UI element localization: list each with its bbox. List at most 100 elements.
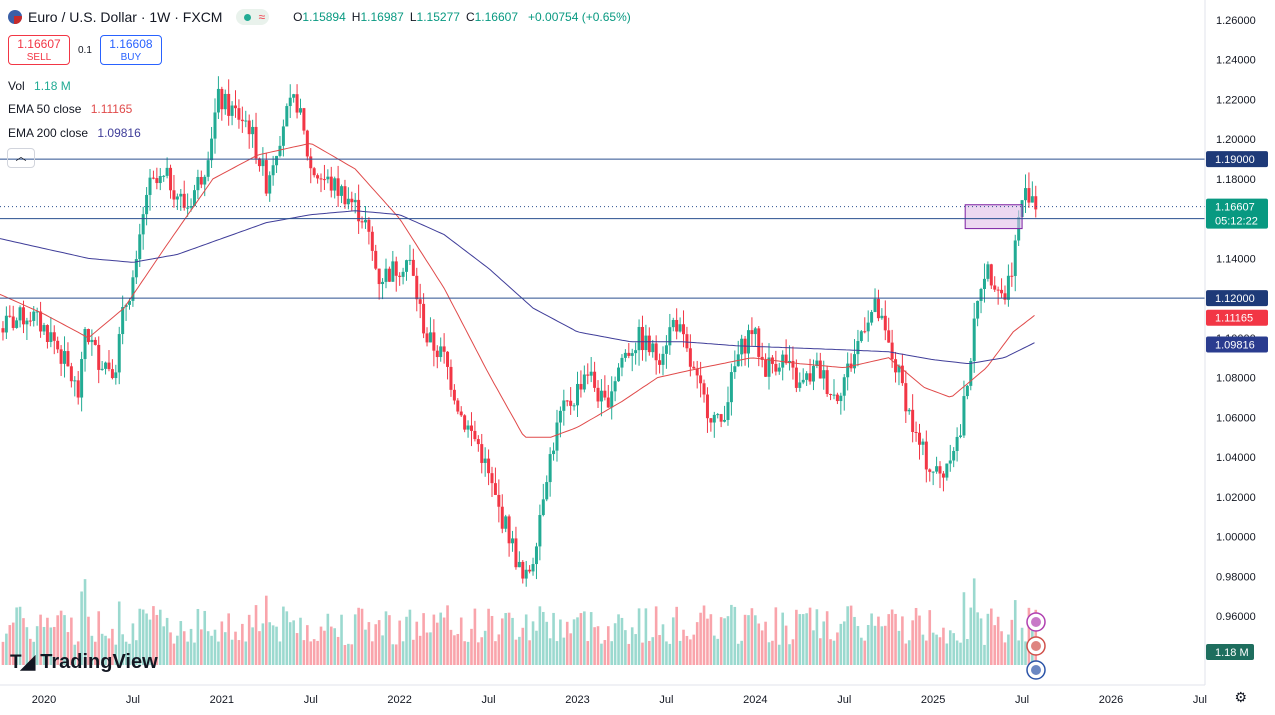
candle-body: [576, 383, 579, 406]
volume-bar: [740, 640, 743, 665]
candle-body: [900, 365, 904, 384]
spread-value: 0.1: [78, 44, 92, 56]
volume-bar: [555, 641, 559, 665]
volume-bar: [846, 606, 849, 665]
candle-body: [435, 350, 439, 358]
volume-bar: [911, 620, 914, 665]
market-status-pill[interactable]: ≈: [236, 9, 270, 25]
volume-bar: [962, 592, 966, 665]
volume-bar: [552, 612, 555, 665]
price-axis[interactable]: [1205, 0, 1275, 715]
volume-bar: [377, 620, 381, 665]
candle-body: [760, 356, 764, 360]
candle-body: [117, 334, 121, 373]
volume-bar: [661, 624, 665, 665]
candle-body: [938, 466, 942, 474]
candle-body: [162, 175, 166, 177]
candle-body: [637, 326, 641, 351]
time-tick-label: 2022: [387, 694, 411, 706]
volume-bar: [227, 613, 230, 665]
chart-header: Euro / U.S. Dollar · 1W · FXCM ≈ O 1.1589…: [8, 9, 631, 25]
candle-body: [784, 354, 788, 364]
candle-body: [432, 332, 436, 351]
volume-bar: [326, 613, 330, 665]
candle-body: [442, 346, 446, 352]
volume-bar: [333, 628, 336, 665]
candle-body: [986, 264, 990, 279]
wave-icon: ≈: [258, 10, 266, 24]
candle-body: [360, 221, 364, 223]
volume-bar: [620, 617, 624, 665]
candle-body: [538, 515, 542, 547]
candle-body: [603, 390, 607, 398]
volume-bar: [360, 608, 364, 665]
indicator-volume[interactable]: Vol 1.18 M: [8, 79, 71, 93]
indicator-ema200[interactable]: EMA 200 close 1.09816: [8, 126, 141, 140]
volume-label: 1.18 M: [1215, 647, 1249, 659]
sell-button[interactable]: 1.16607 SELL: [8, 35, 70, 65]
volume-bar: [668, 643, 672, 665]
candle-body: [422, 303, 426, 334]
candle-body: [911, 409, 915, 432]
ema200-value: 1.09816: [97, 126, 141, 140]
resistance-zone-box[interactable]: [964, 204, 1023, 230]
volume-bar: [699, 612, 702, 665]
ohlc-value: +0.00754 (+0.65%): [528, 10, 631, 24]
candle-body: [309, 156, 313, 169]
symbol-title[interactable]: Euro / U.S. Dollar · 1W · FXCM: [28, 9, 223, 25]
volume-bar: [801, 614, 805, 665]
volume-bar: [435, 622, 439, 665]
candle-body: [285, 106, 289, 127]
candle-body: [134, 259, 138, 278]
volume-bar: [282, 606, 285, 665]
candle-body: [859, 331, 863, 342]
candle-body: [110, 369, 114, 379]
candle-body: [613, 381, 617, 392]
candle-body: [753, 328, 757, 335]
candle-body: [993, 285, 997, 290]
candle-body: [456, 400, 460, 412]
candle-body: [678, 324, 682, 332]
volume-bar: [842, 621, 846, 665]
candle-body: [15, 320, 19, 328]
price-label-box: [1206, 336, 1268, 353]
candle-body: [825, 370, 829, 395]
volume-bar: [316, 640, 319, 665]
candle-body: [791, 360, 795, 368]
volume-bar: [230, 639, 234, 665]
price-label: 1.09816: [1215, 340, 1255, 352]
volume-bar: [39, 614, 42, 665]
volume-bar: [371, 641, 374, 665]
volume-bar: [107, 638, 111, 665]
candle-body: [254, 126, 258, 159]
candle-body: [227, 93, 231, 116]
indicator-ema50[interactable]: EMA 50 close 1.11165: [8, 102, 132, 116]
candle-body: [928, 469, 932, 472]
candle-body: [340, 186, 344, 196]
tradingview-logo[interactable]: T◢ TradingView: [10, 651, 158, 674]
volume-bar: [104, 635, 107, 665]
candle-body: [548, 454, 552, 483]
volume-bar: [391, 644, 395, 665]
candle-body: [42, 325, 46, 332]
price-tick-label: 1.00000: [1216, 532, 1256, 544]
gear-icon[interactable]: ⚙: [1234, 689, 1247, 705]
volume-bar: [42, 626, 46, 665]
candle-body: [230, 105, 234, 116]
candle-body: [675, 319, 679, 332]
volume-bar: [784, 625, 788, 665]
candle-body: [716, 414, 720, 416]
collapse-indicators-button[interactable]: ︿: [7, 148, 35, 168]
candle-body: [504, 516, 508, 529]
volume-bar: [969, 607, 973, 665]
candle-body: [497, 494, 501, 507]
volume-bar: [97, 611, 101, 665]
volume-bar: [805, 613, 808, 665]
candle-body: [408, 259, 412, 261]
price-tick-label: 1.14000: [1216, 253, 1256, 265]
volume-bar: [384, 611, 388, 665]
volume-bar: [124, 641, 128, 665]
buy-button[interactable]: 1.16608 BUY: [99, 35, 162, 65]
price-label-box: [1206, 198, 1268, 229]
